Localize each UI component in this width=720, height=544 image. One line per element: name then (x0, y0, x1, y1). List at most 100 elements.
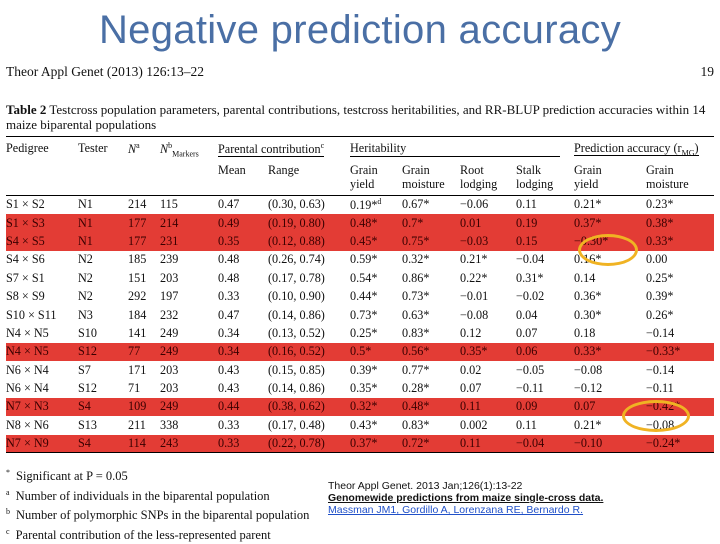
cell-tester: N1 (78, 197, 93, 212)
cell-agy: 0.18 (574, 325, 596, 340)
cell-markers: 203 (160, 362, 179, 377)
cell-markers: 214 (160, 213, 218, 233)
cell-mean: 0.44 (218, 397, 268, 417)
footnote: a Number of individuals in the biparental… (6, 487, 270, 503)
table-row: S4 × S5 N1 177 231 0.35 (0.12, 0.88) 0.45* 0.75… (6, 232, 714, 251)
cell-sl: 0.19 (516, 213, 574, 233)
cell-sl: 0.06 (516, 342, 574, 362)
cell-gm: 0.83* (402, 417, 430, 432)
cell-agm: 0.26* (646, 307, 674, 322)
cell-agy: −0.08 (574, 362, 603, 377)
table-caption-text: Testcross population parameters, parenta… (6, 102, 706, 132)
cell-n: 177 (128, 232, 160, 251)
cell-agm: 0.23* (646, 197, 674, 212)
cell-sl: 0.04 (516, 307, 538, 322)
cell-range: (0.12, 0.88) (268, 232, 350, 251)
cell-mean: 0.47 (218, 197, 240, 212)
cell-markers: 203 (160, 270, 179, 285)
cell-range: (0.30, 0.63) (268, 197, 325, 212)
cell-gm: 0.28* (402, 381, 430, 396)
cell-agm: −0.33* (646, 342, 714, 362)
cell-markers: 115 (160, 197, 178, 212)
cell-agy: 0.07 (574, 397, 646, 417)
cell-agy: 0.21* (574, 417, 602, 432)
cell-gy: 0.73* (350, 307, 378, 322)
cell-agy: 0.30* (574, 307, 602, 322)
cell-gm: 0.72* (402, 434, 460, 453)
cell-mean: 0.34 (218, 325, 240, 340)
cell-range: (0.14, 0.86) (268, 307, 325, 322)
citation-authors[interactable]: Massman JM1, Gordillo A, Lorenzana RE, B… (328, 504, 584, 516)
table-row: S4 × S6 N2 185 239 0.48 (0.26, 0.74) 0.59* 0.32… (6, 251, 714, 269)
cell-rl: 0.11 (460, 397, 516, 417)
col-heritability: Heritability (350, 137, 574, 164)
cell-gm: 0.75* (402, 232, 460, 251)
cell-tester: N3 (78, 307, 93, 322)
cell-pedigree: S4 × S5 (6, 232, 78, 251)
cell-gy: 0.43* (350, 417, 378, 432)
table-row: S1 × S2 N1 214 115 0.47 (0.30, 0.63) 0.19*d 0.6… (6, 196, 714, 214)
citation-journal: Theor Appl Genet. 2013 Jan;126(1):13-22 (328, 480, 523, 492)
cell-n: 211 (128, 417, 146, 432)
cell-markers: 249 (160, 397, 218, 417)
cell-gy: 0.39* (350, 362, 378, 377)
cell-agy: −0.10 (574, 434, 646, 453)
cell-agm: −0.14 (646, 325, 675, 340)
cell-n: 214 (128, 197, 147, 212)
table-row: N6 × N4 S12 71 203 0.43 (0.14, 0.86) 0.35* 0.28… (6, 379, 714, 397)
table-row: N6 × N4 S7 171 203 0.43 (0.15, 0.85) 0.39* 0.77… (6, 361, 714, 379)
cell-gm: 0.63* (402, 307, 430, 322)
cell-mean: 0.48 (218, 270, 240, 285)
table-row: N4 × N5 S12 77 249 0.34 (0.16, 0.52) 0.5* 0.56*… (6, 342, 714, 362)
cell-agy: 0.14 (574, 270, 596, 285)
cell-rl: −0.01 (460, 289, 489, 304)
cell-gy: 0.59* (350, 252, 378, 267)
cell-n: 77 (128, 342, 160, 362)
cell-gy: 0.5* (350, 342, 402, 362)
cell-pedigree: S7 × S1 (6, 270, 45, 285)
table-row: S1 × S3 N1 177 214 0.49 (0.19, 0.80) 0.48* 0.7*… (6, 213, 714, 233)
cell-pedigree: S1 × S3 (6, 213, 78, 233)
cell-gm: 0.48* (402, 397, 460, 417)
cell-agm: 0.33* (646, 232, 714, 251)
cell-rl: 0.11 (460, 434, 516, 453)
cell-sl: 0.31* (516, 270, 544, 285)
cell-range: (0.17, 0.48) (268, 417, 325, 432)
col-tester: Tester (78, 141, 108, 155)
cell-agy: 0.36* (574, 289, 602, 304)
cell-agy: −0.30* (574, 232, 646, 251)
col-parental-contribution: Parental contributionc (218, 141, 325, 158)
cell-pedigree: N8 × N6 (6, 417, 49, 432)
cell-gy: 0.45* (350, 232, 402, 251)
cell-sl: −0.11 (516, 381, 544, 396)
table-row: N7 × N3 S4 109 249 0.44 (0.38, 0.62) 0.32* 0.48… (6, 397, 714, 417)
cell-tester: N2 (78, 270, 93, 285)
cell-markers: 249 (160, 342, 218, 362)
cell-n: 184 (128, 307, 147, 322)
cell-gy: 0.19*d (350, 196, 382, 212)
cell-agy: 0.33* (574, 342, 646, 362)
cell-range: (0.10, 0.90) (268, 289, 325, 304)
cell-range: (0.13, 0.52) (268, 325, 325, 340)
cell-markers: 231 (160, 232, 218, 251)
cell-n: 151 (128, 270, 147, 285)
journal-citation: Theor Appl Genet (2013) 126:13–22 (6, 64, 204, 79)
cell-n: 141 (128, 325, 147, 340)
footnotes: * Significant at P = 0.05 a Number of indiv… (6, 465, 309, 544)
cell-mean: 0.33 (218, 434, 268, 453)
cell-gy: 0.35* (350, 381, 378, 396)
cell-tester: S7 (78, 362, 91, 377)
col-range: Range (268, 163, 300, 177)
cell-gm: 0.56* (402, 342, 460, 362)
cell-range: (0.14, 0.86) (268, 381, 325, 396)
journal-header: Theor Appl Genet (2013) 126:13–22 19 (6, 64, 714, 80)
cell-range: (0.22, 0.78) (268, 434, 350, 453)
cell-agm: 0.39* (646, 289, 674, 304)
col-h-grain-moisture: Grain moisture (402, 163, 445, 191)
cell-tester: N1 (78, 232, 128, 251)
cell-sl: −0.02 (516, 289, 545, 304)
cell-tester: N1 (78, 213, 128, 233)
cell-markers: 197 (160, 289, 179, 304)
cell-pedigree: S10 × S11 (6, 307, 57, 322)
cell-agm: 0.25* (646, 270, 674, 285)
